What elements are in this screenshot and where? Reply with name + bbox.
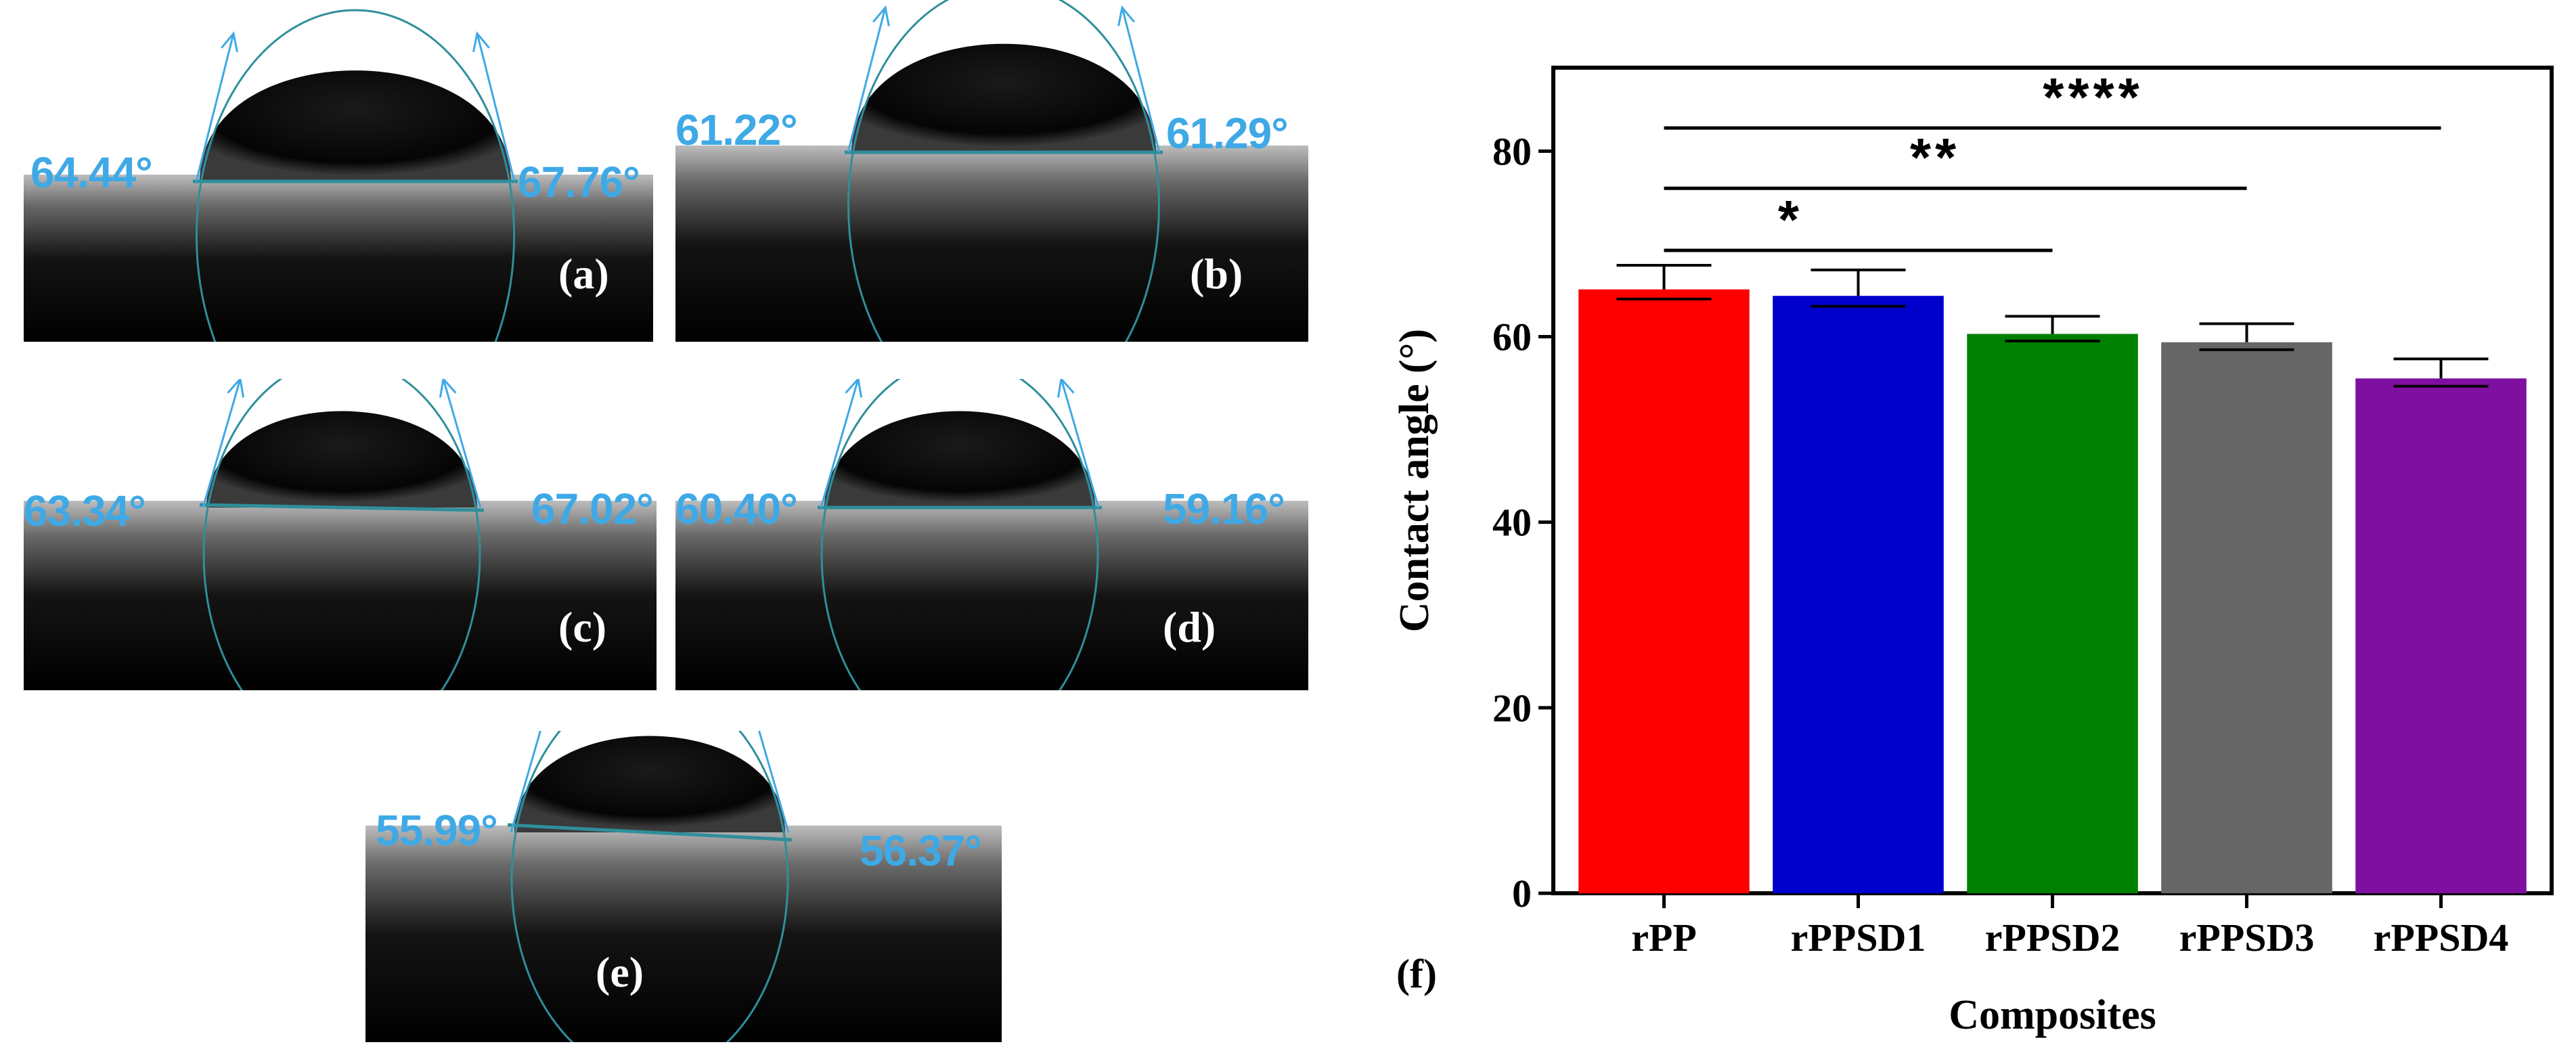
bar-rPPSD2 [1967,334,2138,893]
right-angle-label-c: 67.02° [531,485,654,533]
tangent-arrowhead-left-a [221,31,239,52]
droplet-image-a: 64.44° 67.76° (a) [24,0,653,342]
significance-stars-0: * [1778,189,1803,250]
droplet-e [514,736,785,832]
substrate-a [24,175,653,342]
significance-stars-2: **** [2043,67,2144,127]
droplet-image-e: 55.99° 56.37° (e) [365,731,1002,1042]
tangent-arrowhead-right-b [1117,5,1135,26]
tangent-left-d [820,379,860,508]
right-angle-label-e: 56.37° [860,826,982,875]
left-angle-label-e: 55.99° [376,806,498,855]
fit-outline-a [195,9,516,342]
tangent-arrowhead-left-c [227,379,245,398]
droplet-image-d: 60.40° 59.16° (d) [675,379,1308,690]
left-angle-label-d: 60.40° [675,485,798,533]
fit-outline-c [202,379,481,690]
droplet-image-b: 61.22° 61.29° (b) [675,0,1308,342]
panel-label-e: (e) [596,948,644,996]
droplet-image-c: 63.34° 67.02° (c) [24,379,657,690]
droplet-c [206,411,477,508]
panel-label-c: (c) [558,603,607,651]
significance-stars-1: ** [1910,127,1960,187]
substrate-b [675,145,1308,342]
tangent-right-d [1060,379,1100,508]
substrate-c [24,501,657,690]
y-axis-label: Contact angle (°) [1392,329,1438,632]
tangent-right-a [476,33,516,182]
baseline-e [507,823,793,842]
x-tick-label-rPPSD3: rPPSD3 [2179,916,2315,960]
tangent-right-b [1121,7,1161,153]
right-angle-label-b: 61.29° [1166,109,1289,158]
bar-rPP [1578,289,1750,893]
chart-panel-label: (f) [1396,951,1437,996]
bar-rPPSD1 [1773,296,1944,893]
droplet-scene-d [675,379,1308,690]
fit-outline-e [510,731,789,1042]
tangent-left-e [510,731,541,833]
x-tick-label-rPPSD1: rPPSD1 [1791,916,1926,960]
baseline-c [199,503,485,512]
substrate-e [365,826,1002,1042]
panel-label-a: (a) [558,250,609,298]
droplet-scene-b [675,0,1308,342]
fit-outline-b [847,0,1160,342]
left-angle-label-c: 63.34° [24,487,146,535]
droplet-a [200,70,511,181]
bar-rPPSD3 [2161,342,2332,893]
panel-label-d: (d) [1163,603,1216,651]
x-tick-label-rPPSD2: rPPSD2 [1985,916,2120,960]
fit-outline-d [820,379,1099,690]
x-tick-label-rPPSD4: rPPSD4 [2374,916,2509,960]
droplet-d [824,411,1095,508]
tangent-arrowhead-left-b [872,5,890,26]
y-tick-label: 60 [1492,315,1532,359]
droplet-scene-e [365,731,1002,1042]
x-axis-label: Composites [1949,992,2156,1038]
tangent-left-c [202,379,242,508]
tangent-left-b [847,7,887,153]
y-tick-label: 40 [1492,501,1532,545]
tangent-left-a [195,33,235,182]
tangent-right-c [442,379,482,508]
bar-rPPSD4 [2355,378,2527,893]
panel-label-b: (b) [1190,250,1243,298]
right-angle-label-d: 59.16° [1163,485,1285,533]
y-tick-label: 80 [1492,129,1532,173]
droplet-b [851,43,1156,152]
tangent-arrowhead-right-a [472,31,490,52]
left-angle-label-b: 61.22° [675,106,798,154]
droplet-scene-c [24,379,657,690]
tangent-arrowhead-right-d [1057,379,1075,398]
droplet-scene-a [24,0,653,342]
tangent-right-e [758,731,790,833]
x-tick-label-rPP: rPP [1631,916,1697,960]
y-tick-label: 20 [1492,686,1532,730]
left-angle-label-a: 64.44° [30,148,153,197]
y-tick-label: 0 [1512,872,1532,916]
tangent-arrowhead-right-c [439,379,457,398]
right-angle-label-a: 67.76° [518,158,640,206]
tangent-arrowhead-left-d [845,379,863,398]
substrate-d [675,501,1308,690]
